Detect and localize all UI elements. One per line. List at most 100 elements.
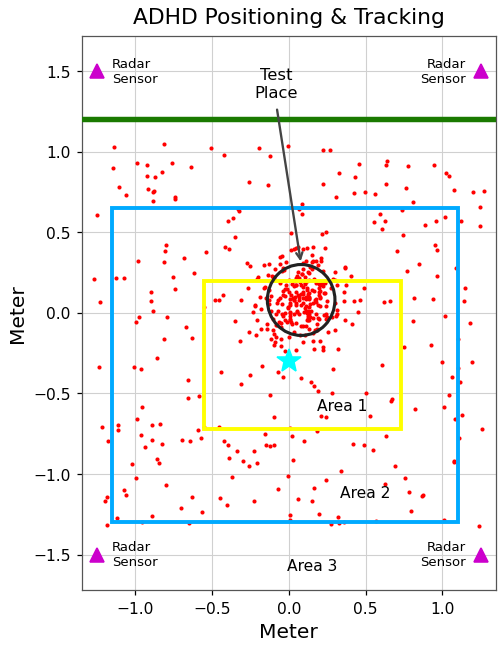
Point: [158, 167, 166, 177]
Point: [331, 326, 339, 336]
Point: [132, 317, 140, 327]
Point: [321, 243, 329, 254]
Point: [258, 361, 266, 371]
Point: [139, 402, 147, 413]
Point: [320, 310, 328, 321]
Bar: [112, 208, 458, 522]
Point: [186, 437, 194, 447]
Point: [296, 289, 304, 300]
Point: [283, 284, 291, 295]
Point: [291, 292, 299, 302]
Point: [131, 363, 139, 373]
Point: [217, 367, 225, 378]
Point: [207, 143, 215, 154]
Point: [407, 506, 415, 516]
Point: [442, 212, 450, 223]
Point: [350, 188, 358, 199]
Point: [304, 313, 312, 324]
Point: [298, 298, 306, 308]
Point: [442, 168, 450, 178]
Point: [169, 272, 177, 282]
Point: [341, 263, 349, 274]
Point: [265, 286, 273, 296]
Point: [295, 273, 303, 284]
Point: [304, 311, 312, 321]
Point: [439, 402, 448, 413]
Point: [293, 307, 301, 317]
Point: [298, 269, 306, 280]
Point: [306, 312, 314, 323]
Point: [341, 262, 349, 273]
Point: [308, 250, 316, 260]
Point: [155, 458, 163, 468]
Point: [335, 168, 343, 178]
Point: [120, 485, 129, 496]
Point: [305, 288, 313, 299]
Point: [348, 319, 356, 330]
Point: [432, 216, 440, 227]
Point: [315, 313, 323, 324]
Text: Radar
Sensor: Radar Sensor: [420, 58, 466, 86]
Point: [320, 267, 328, 277]
Point: [183, 393, 192, 404]
Point: [284, 302, 292, 312]
Point: [171, 284, 179, 295]
Point: [266, 259, 274, 269]
Point: [301, 330, 309, 340]
Point: [301, 321, 309, 332]
Point: [274, 484, 282, 495]
Point: [454, 334, 462, 344]
Point: [313, 324, 321, 334]
Point: [269, 274, 277, 284]
Point: [122, 190, 131, 200]
Point: [305, 293, 313, 304]
Point: [305, 310, 313, 320]
Point: [249, 307, 257, 317]
Point: [320, 288, 328, 298]
Point: [272, 320, 280, 330]
Point: [271, 265, 279, 275]
Point: [244, 178, 253, 188]
Point: [286, 311, 294, 321]
Point: [149, 197, 157, 207]
Point: [399, 230, 407, 241]
Point: [270, 272, 278, 282]
Point: [356, 295, 364, 305]
Point: [286, 300, 294, 310]
Point: [147, 296, 155, 306]
Point: [302, 306, 310, 316]
Point: [233, 446, 241, 456]
Point: [361, 188, 369, 198]
Point: [163, 312, 171, 323]
Point: [369, 445, 377, 456]
Point: [329, 312, 337, 322]
Point: [383, 432, 391, 442]
Point: [308, 286, 316, 296]
Point: [271, 337, 279, 348]
Point: [282, 257, 290, 267]
Point: [313, 319, 321, 329]
Point: [362, 388, 370, 398]
Text: Area 1: Area 1: [318, 399, 368, 414]
Point: [313, 313, 322, 324]
Point: [309, 242, 317, 252]
Point: [297, 280, 305, 290]
Point: [261, 429, 269, 439]
Point: [401, 342, 409, 352]
Point: [469, 188, 477, 198]
Point: [314, 279, 323, 289]
Point: [295, 309, 303, 319]
Point: [153, 454, 161, 464]
Point: [317, 256, 325, 267]
Point: [281, 347, 289, 357]
Point: [445, 171, 453, 182]
Point: [409, 316, 417, 326]
Point: [96, 297, 104, 308]
Point: [246, 262, 254, 272]
Point: [404, 161, 412, 171]
Point: [312, 426, 321, 436]
Point: [316, 292, 324, 302]
Point: [216, 493, 224, 504]
Point: [322, 278, 330, 288]
Point: [290, 281, 298, 291]
